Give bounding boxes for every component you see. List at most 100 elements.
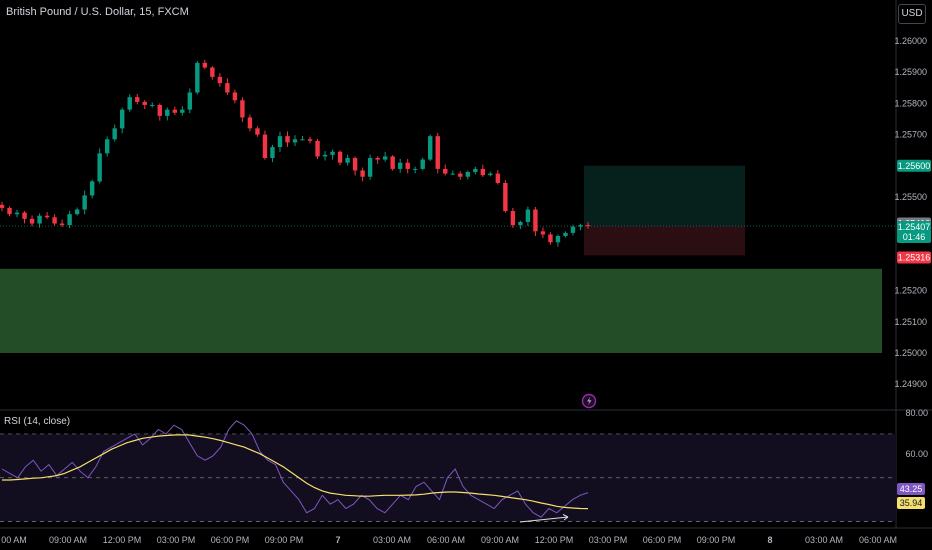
candle[interactable] bbox=[533, 206, 538, 237]
candle[interactable] bbox=[89, 179, 95, 199]
time-tick-label: 06:00 PM bbox=[211, 535, 250, 545]
candle[interactable] bbox=[187, 88, 193, 114]
candle[interactable] bbox=[285, 131, 290, 147]
candle[interactable] bbox=[247, 114, 253, 132]
candle[interactable] bbox=[420, 157, 425, 171]
candle[interactable] bbox=[480, 164, 486, 177]
candle[interactable] bbox=[225, 78, 230, 95]
candle[interactable] bbox=[540, 227, 546, 239]
candle[interactable] bbox=[165, 107, 170, 121]
candle[interactable] bbox=[360, 167, 365, 182]
candle[interactable] bbox=[202, 59, 208, 70]
candle[interactable] bbox=[195, 61, 200, 95]
candle[interactable] bbox=[180, 106, 185, 116]
time-tick-label: 09:00 AM bbox=[481, 535, 519, 545]
candle[interactable] bbox=[112, 124, 117, 142]
candle[interactable] bbox=[67, 210, 72, 229]
candle[interactable] bbox=[428, 134, 433, 161]
candle[interactable] bbox=[120, 107, 125, 134]
candle[interactable] bbox=[578, 223, 583, 231]
candle[interactable] bbox=[135, 93, 140, 105]
candle[interactable] bbox=[518, 220, 523, 230]
candle[interactable] bbox=[210, 66, 215, 80]
candle[interactable] bbox=[548, 232, 553, 245]
candle[interactable] bbox=[397, 158, 403, 173]
candle[interactable] bbox=[232, 89, 238, 104]
candle-body bbox=[37, 215, 42, 224]
candle[interactable] bbox=[443, 164, 448, 176]
candle-body bbox=[232, 92, 238, 101]
candle[interactable] bbox=[570, 224, 576, 236]
candle[interactable] bbox=[458, 171, 463, 180]
candle[interactable] bbox=[217, 73, 223, 87]
candle[interactable] bbox=[262, 130, 268, 160]
candle[interactable] bbox=[240, 97, 245, 122]
candle[interactable] bbox=[495, 170, 501, 185]
candle[interactable] bbox=[44, 212, 50, 219]
candle[interactable] bbox=[7, 206, 12, 217]
position-loss-box[interactable] bbox=[584, 226, 745, 256]
candle[interactable] bbox=[277, 131, 283, 152]
candle[interactable] bbox=[390, 155, 395, 171]
candle[interactable] bbox=[413, 166, 418, 174]
candle[interactable] bbox=[435, 132, 440, 174]
candle[interactable] bbox=[82, 190, 87, 215]
candle-body bbox=[397, 162, 403, 169]
candle[interactable] bbox=[405, 158, 410, 174]
candle[interactable] bbox=[510, 208, 516, 228]
currency-button[interactable]: USD bbox=[898, 4, 926, 24]
price-axis[interactable]: 1.26000 1.25900 1.25800 1.25700 1.25500 1.252… bbox=[894, 36, 927, 389]
candle[interactable] bbox=[473, 166, 478, 175]
candle[interactable] bbox=[315, 138, 320, 160]
candle[interactable] bbox=[59, 219, 65, 227]
candle[interactable] bbox=[97, 148, 102, 184]
candle[interactable] bbox=[14, 209, 20, 218]
candle[interactable] bbox=[330, 149, 335, 160]
divergence-arrow[interactable] bbox=[519, 514, 569, 523]
candle[interactable] bbox=[104, 136, 110, 157]
candle[interactable] bbox=[37, 213, 42, 228]
candle[interactable] bbox=[337, 150, 343, 166]
candle[interactable] bbox=[150, 102, 155, 108]
candle[interactable] bbox=[585, 222, 591, 229]
candle[interactable] bbox=[22, 211, 27, 224]
candle[interactable] bbox=[172, 106, 177, 115]
candle[interactable] bbox=[367, 154, 373, 180]
rsi-legend-label[interactable]: RSI (14, close) bbox=[4, 416, 71, 427]
candle[interactable] bbox=[29, 215, 35, 227]
candle[interactable] bbox=[127, 94, 132, 112]
candle[interactable] bbox=[450, 170, 455, 176]
candle-body bbox=[503, 182, 508, 212]
candle[interactable] bbox=[307, 136, 313, 144]
candle[interactable] bbox=[488, 171, 493, 177]
candle[interactable] bbox=[525, 206, 531, 226]
candle[interactable] bbox=[352, 156, 358, 176]
candle[interactable] bbox=[465, 170, 470, 180]
candle[interactable] bbox=[270, 144, 275, 163]
candlestick-series[interactable] bbox=[0, 59, 591, 247]
candle[interactable] bbox=[563, 231, 568, 238]
rsi-axis[interactable]: 80.00 60.00 bbox=[905, 408, 928, 459]
candle[interactable] bbox=[555, 234, 561, 247]
candle[interactable] bbox=[255, 126, 260, 137]
candle[interactable] bbox=[345, 154, 350, 166]
time-axis[interactable]: 00 AM 09:00 AM 12:00 PM 03:00 PM 06:00 PM 09:… bbox=[1, 535, 897, 545]
candle[interactable] bbox=[142, 100, 147, 110]
candle[interactable] bbox=[292, 135, 298, 147]
support-zone[interactable] bbox=[0, 268, 882, 353]
candle[interactable] bbox=[300, 135, 305, 141]
candle[interactable] bbox=[0, 201, 5, 212]
candle[interactable] bbox=[322, 151, 328, 161]
lightning-icon[interactable] bbox=[581, 393, 597, 409]
candle[interactable] bbox=[503, 180, 508, 213]
candle-body bbox=[510, 211, 516, 226]
candle[interactable] bbox=[375, 156, 380, 164]
rsi-ma-line[interactable] bbox=[2, 434, 589, 510]
rsi-line[interactable] bbox=[1, 420, 589, 518]
candle[interactable] bbox=[52, 214, 57, 226]
candle[interactable] bbox=[382, 151, 388, 162]
candle[interactable] bbox=[74, 207, 80, 216]
candle[interactable] bbox=[157, 103, 162, 121]
position-profit-box[interactable] bbox=[584, 165, 745, 227]
